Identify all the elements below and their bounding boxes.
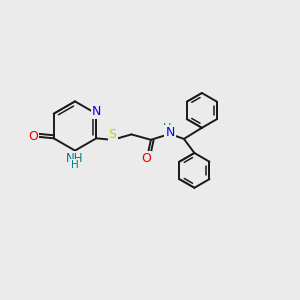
Text: NH: NH bbox=[66, 152, 84, 165]
Text: H: H bbox=[71, 160, 79, 170]
Text: N: N bbox=[92, 105, 102, 119]
Text: O: O bbox=[28, 130, 38, 143]
Text: N: N bbox=[165, 126, 175, 139]
Text: H: H bbox=[163, 123, 171, 133]
Text: S: S bbox=[109, 128, 116, 141]
Text: O: O bbox=[141, 152, 151, 165]
